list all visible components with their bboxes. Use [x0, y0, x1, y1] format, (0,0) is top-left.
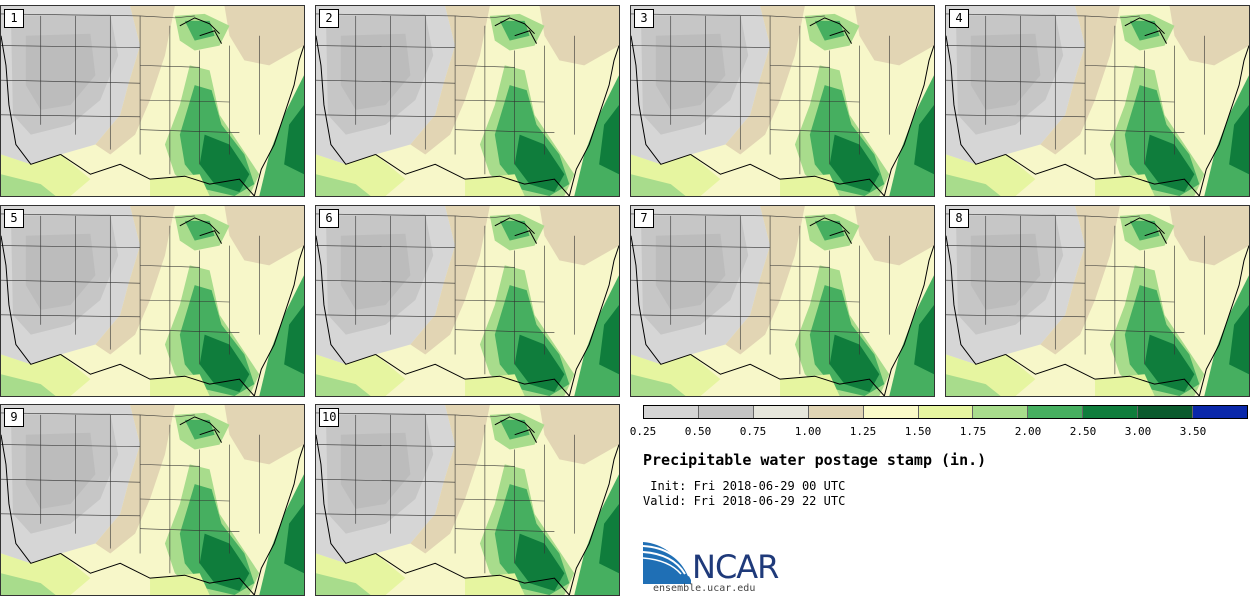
ncar-logo-icon — [643, 542, 691, 584]
colorbar-tick-label: 0.50 — [684, 425, 712, 438]
ensemble-member-map-5: 5 — [0, 205, 305, 397]
member-label: 10 — [319, 408, 340, 427]
colorbar-tick-label: 2.50 — [1069, 425, 1097, 438]
colorbar-tick-label: 1.75 — [959, 425, 987, 438]
member-label: 5 — [4, 209, 24, 228]
colorbar-segment — [753, 406, 809, 418]
colorbar-segment — [1028, 406, 1084, 418]
member-label: 6 — [319, 209, 339, 228]
valid-time: Valid: Fri 2018-06-29 22 UTC — [643, 494, 846, 508]
member-label: 1 — [4, 9, 24, 28]
ensemble-url: ensemble.ucar.edu — [653, 583, 756, 594]
colorbar-segment — [808, 406, 864, 418]
colorbar-tick-label: 0.75 — [739, 425, 767, 438]
member-label: 4 — [949, 9, 969, 28]
colorbar-segment — [1083, 406, 1139, 418]
init-time: Init: Fri 2018-06-29 00 UTC — [643, 479, 846, 493]
colorbar-tick-label: 2.00 — [1014, 425, 1042, 438]
colorbar-tick-label: 0.25 — [629, 425, 657, 438]
ensemble-member-map-8: 8 — [945, 205, 1250, 397]
ensemble-member-map-2: 2 — [315, 5, 620, 197]
colorbar-segment — [1138, 406, 1194, 418]
ensemble-member-map-4: 4 — [945, 5, 1250, 197]
colorbar-tick-label: 3.50 — [1179, 425, 1207, 438]
member-label: 2 — [319, 9, 339, 28]
colorbar-tick-label: 1.00 — [794, 425, 822, 438]
colorbar-segment — [1193, 406, 1247, 418]
colorbar-tick-label: 1.50 — [904, 425, 932, 438]
ensemble-member-map-7: 7 — [630, 205, 935, 397]
colorbar-segment — [698, 406, 754, 418]
colorbar-segment — [644, 406, 699, 418]
member-label: 3 — [634, 9, 654, 28]
colorbar-tick-label: 3.00 — [1124, 425, 1152, 438]
ensemble-member-map-3: 3 — [630, 5, 935, 197]
ensemble-member-map-9: 9 — [0, 404, 305, 596]
colorbar-segment — [918, 406, 974, 418]
colorbar-segment — [863, 406, 919, 418]
ncar-logo-text: NCAR — [692, 548, 779, 586]
colorbar-tick-label: 1.25 — [849, 425, 877, 438]
colorbar — [643, 405, 1248, 419]
ensemble-member-map-1: 1 — [0, 5, 305, 197]
map-title: Precipitable water postage stamp (in.) — [643, 451, 987, 469]
colorbar-segment — [973, 406, 1029, 418]
member-label: 8 — [949, 209, 969, 228]
member-label: 7 — [634, 209, 654, 228]
ensemble-member-map-6: 6 — [315, 205, 620, 397]
ensemble-member-map-10: 10 — [315, 404, 620, 596]
member-label: 9 — [4, 408, 24, 427]
